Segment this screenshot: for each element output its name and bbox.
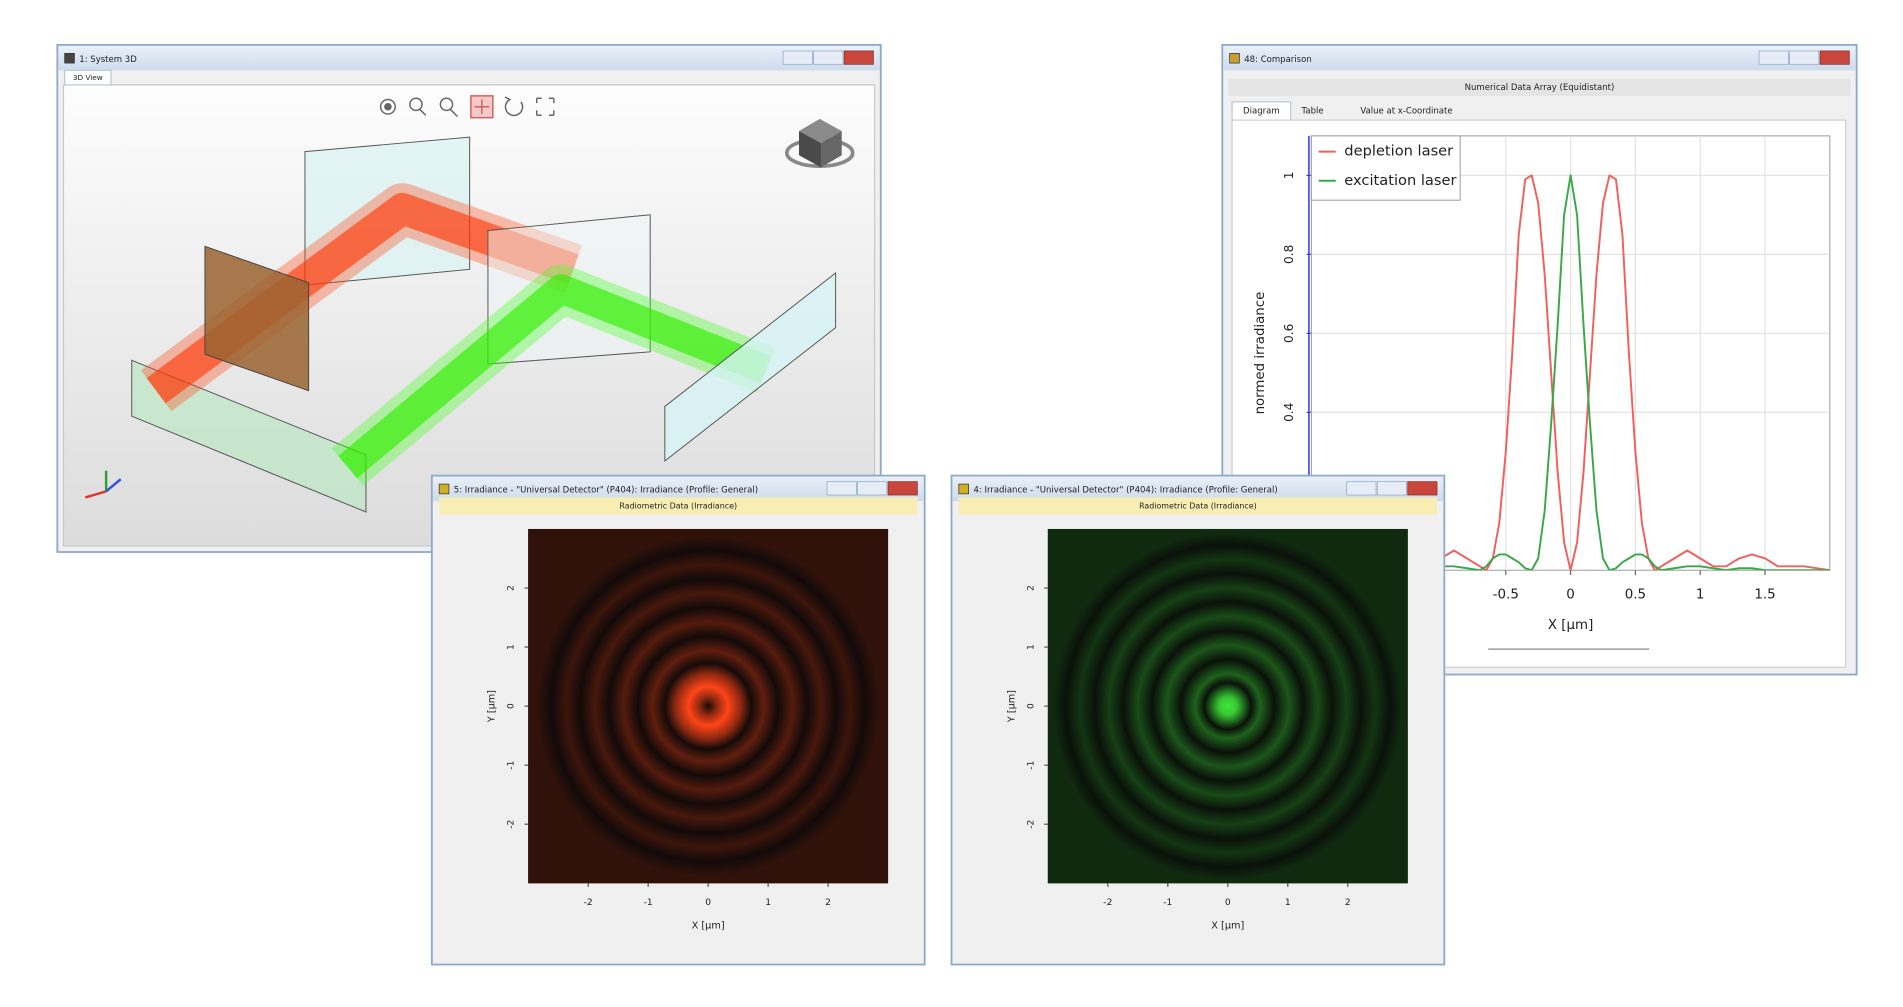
toolbar xyxy=(379,95,555,119)
axis-triad xyxy=(85,470,122,499)
maximize-button[interactable] xyxy=(813,50,844,65)
green-beam xyxy=(331,264,776,486)
tool-icon[interactable] xyxy=(419,108,427,116)
window-titlebar xyxy=(1223,46,1856,71)
minimize-button[interactable] xyxy=(1758,50,1789,65)
y-axis-label: normed irradiance xyxy=(1253,292,1268,415)
close-button[interactable] xyxy=(1407,481,1438,496)
y-axis-label: Y [µm] xyxy=(1006,690,1017,723)
header-bar xyxy=(439,497,918,515)
tool-icon[interactable] xyxy=(379,98,396,115)
heatmap-chart: -2 -1 0 1 2 -2 -1 0 1 2 X [µm] Y [µm] xyxy=(1006,528,1408,932)
series-line xyxy=(1311,174,1830,571)
x-tick-label: 1 xyxy=(1285,898,1291,908)
x-tick-label: -2 xyxy=(584,898,593,908)
window-icon xyxy=(64,53,75,64)
plot-clip xyxy=(1311,174,1830,571)
system-3d-window: 1: System 3D 3D View xyxy=(56,43,882,553)
y-tick-label: -2 xyxy=(507,820,517,829)
tool-icon[interactable] xyxy=(409,97,423,112)
close-button[interactable] xyxy=(1819,50,1850,65)
legend-label: depletion laser xyxy=(1344,143,1453,160)
tab-label[interactable]: 3D View xyxy=(73,73,103,82)
detector-plane xyxy=(664,271,837,463)
window-title: 48: Comparison xyxy=(1244,55,1311,65)
tab[interactable] xyxy=(64,69,112,86)
x-axis-label: X [µm] xyxy=(1211,921,1244,932)
series-line xyxy=(1311,174,1830,571)
window-title: 1: System 3D xyxy=(79,55,137,65)
y-tick-label: 0.6 xyxy=(1282,324,1296,343)
tool-icon[interactable] xyxy=(449,108,458,117)
tool-icon[interactable] xyxy=(439,97,454,112)
irradiance-image xyxy=(1047,528,1408,884)
x-tick-label: 0 xyxy=(705,898,711,908)
y-tick-label: -1 xyxy=(507,761,517,770)
tab-label[interactable]: Diagram xyxy=(1243,107,1280,117)
window-title: 4: Irradiance - "Universal Detector" (P4… xyxy=(973,486,1277,496)
y-tick-label: 2 xyxy=(507,585,517,591)
x-tick-label: 0 xyxy=(1566,588,1575,603)
base-plane xyxy=(131,359,367,513)
tool-icon[interactable] xyxy=(384,103,392,111)
x-axis-label: X [µm] xyxy=(692,921,725,932)
y-tick-label: -1 xyxy=(1026,761,1036,770)
heatmap-chart: -2 -1 0 1 2 -2 -1 0 1 2 X [µm] Y [µm] xyxy=(487,528,889,932)
minimize-button[interactable] xyxy=(1346,481,1377,496)
window-icon xyxy=(1229,53,1240,64)
x-tick-label: 1 xyxy=(1696,588,1705,603)
close-button[interactable] xyxy=(843,50,874,65)
y-tick-label: -2 xyxy=(1026,820,1036,829)
detector-window: 4: Irradiance - "Universal Detector" (P4… xyxy=(950,474,1446,966)
x-tick-label: 1 xyxy=(765,898,771,908)
legend-label: excitation laser xyxy=(1344,172,1456,189)
detector-window: 5: Irradiance - "Universal Detector" (P4… xyxy=(430,474,926,966)
y-tick-label: 1 xyxy=(1026,644,1036,650)
y-tick-label: 0 xyxy=(507,703,517,709)
maximize-button[interactable] xyxy=(1789,50,1820,65)
x-axis-label: X [µm] xyxy=(1548,618,1594,633)
x-tick-label: 0.5 xyxy=(1625,588,1646,603)
x-tick-label: -0.5 xyxy=(1493,588,1519,603)
tab-label[interactable]: Value at x-Coordinate xyxy=(1360,107,1452,117)
irradiance-image xyxy=(528,528,889,884)
y-tick-label: 0 xyxy=(1026,703,1036,709)
maximize-button[interactable] xyxy=(857,481,888,496)
x-tick-label: -2 xyxy=(1103,898,1112,908)
tab-label[interactable]: Table xyxy=(1301,107,1324,117)
tool-icon[interactable] xyxy=(536,97,555,116)
header-text: Numerical Data Array (Equidistant) xyxy=(1465,83,1615,93)
x-tick-label: 1.5 xyxy=(1754,588,1775,603)
header-bar xyxy=(1228,78,1851,96)
window-titlebar xyxy=(58,46,880,71)
y-tick-label: 0.8 xyxy=(1282,245,1296,264)
tool-icon[interactable] xyxy=(504,96,524,117)
window-icon xyxy=(438,483,450,495)
y-tick-label: 0.4 xyxy=(1282,402,1296,422)
minimize-button[interactable] xyxy=(782,50,813,65)
y-tick-label: 1 xyxy=(507,644,517,650)
header-text: Radiometric Data (Irradiance) xyxy=(619,501,737,510)
x-tick-label: -1 xyxy=(644,898,653,908)
x-tick-label: 0 xyxy=(1225,898,1231,908)
view-cube[interactable] xyxy=(784,118,855,169)
close-button[interactable] xyxy=(887,481,918,496)
x-tick-label: -1 xyxy=(1163,898,1172,908)
dichroic-plate xyxy=(204,245,310,392)
x-tick-label: 2 xyxy=(1345,898,1351,908)
window-icon xyxy=(958,483,969,495)
y-tick-label: 1 xyxy=(1282,172,1296,180)
header-text: Radiometric Data (Irradiance) xyxy=(1139,501,1257,510)
minimize-button[interactable] xyxy=(826,481,857,496)
window-title: 5: Irradiance - "Universal Detector" (P4… xyxy=(454,486,758,496)
y-axis-label: Y [µm] xyxy=(487,690,498,723)
header-bar xyxy=(958,497,1438,515)
x-tick-label: 2 xyxy=(825,898,831,908)
maximize-button[interactable] xyxy=(1376,481,1407,496)
y-tick-label: 2 xyxy=(1026,585,1036,591)
tool-icon[interactable] xyxy=(474,99,490,115)
legend-box xyxy=(1310,135,1461,201)
